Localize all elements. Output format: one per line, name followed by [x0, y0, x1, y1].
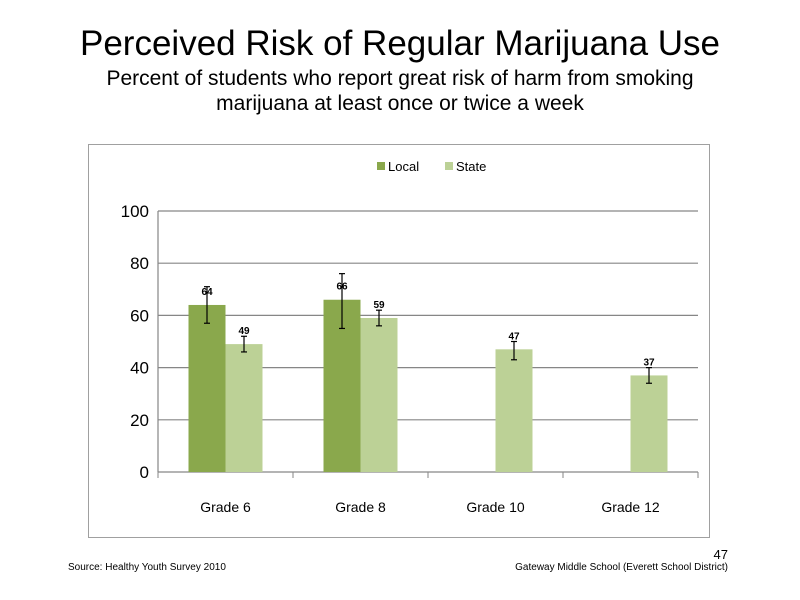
school-name: Gateway Middle School (Everett School Di… [515, 562, 728, 573]
y-tick-label: 100 [121, 202, 149, 221]
legend-swatch-local [377, 162, 385, 170]
slide-title: Perceived Risk of Regular Marijuana Use [80, 24, 720, 63]
x-tick-label: Grade 6 [200, 499, 251, 515]
data-label: 37 [643, 357, 655, 368]
y-tick-label: 0 [140, 463, 149, 482]
bar-chart: 0 20 40 60 80 100 64 49 Grade 6 66 59 Grade 8 47 Grad… [121, 159, 699, 515]
data-label: 47 [508, 331, 520, 342]
x-tick-label: Grade 10 [466, 499, 525, 515]
data-label: 64 [201, 287, 213, 298]
bar-local [188, 304, 226, 472]
data-label: 49 [238, 326, 250, 337]
legend-label-local: Local [388, 159, 419, 174]
bar-state [630, 375, 668, 472]
chart-frame: 0 20 40 60 80 100 64 49 Grade 6 66 59 Grade 8 47 Grad… [88, 144, 710, 538]
slide-subtitle: Percent of students who report great ris… [106, 67, 694, 115]
data-label: 66 [336, 282, 348, 293]
x-tick-label: Grade 8 [335, 499, 386, 515]
x-tick-label: Grade 12 [601, 499, 660, 515]
legend-swatch-state [445, 162, 453, 170]
y-tick-label: 80 [130, 254, 149, 273]
bar-state [360, 318, 398, 472]
bar-state [225, 344, 263, 472]
source-note: Source: Healthy Youth Survey 2010 [68, 562, 226, 573]
y-tick-label: 40 [130, 359, 149, 378]
y-tick-label: 60 [130, 306, 149, 325]
data-label: 59 [373, 300, 385, 311]
legend-label-state: State [456, 159, 486, 174]
y-tick-label: 20 [130, 411, 149, 430]
page-number: 47 [713, 547, 728, 562]
bar-state [495, 349, 533, 472]
